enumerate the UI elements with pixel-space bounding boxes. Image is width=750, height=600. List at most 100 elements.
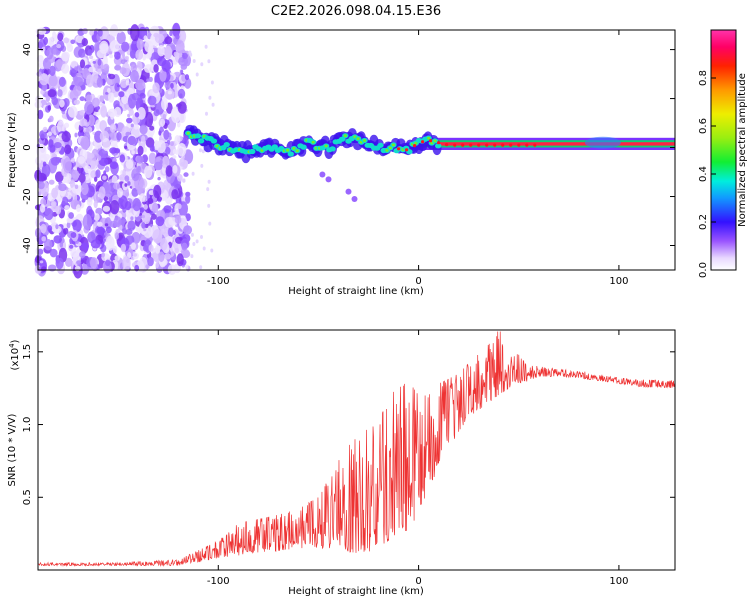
noise-blob	[42, 126, 48, 133]
x-tick-label: -100	[207, 576, 230, 587]
noise-blob	[148, 244, 154, 252]
noise-blob	[55, 171, 64, 183]
noise-blob	[39, 73, 49, 86]
heatmap-x-ticks: -100 0 100	[207, 30, 628, 287]
noise-blob	[104, 190, 113, 198]
noise-blob	[90, 239, 101, 249]
noise-blob	[143, 146, 147, 153]
noise-blob	[112, 245, 118, 254]
noise-blob	[43, 36, 48, 46]
noise-blob	[48, 115, 54, 123]
track-blob-core	[311, 140, 315, 144]
noise-blob	[149, 144, 155, 152]
noise-blob	[179, 119, 184, 123]
noise-blob	[164, 45, 173, 59]
noise-blob	[72, 219, 82, 233]
track-blob-mid	[194, 133, 202, 139]
noise-blob	[154, 33, 165, 44]
noise-blob	[147, 197, 154, 205]
noise-blob	[130, 64, 137, 72]
track-peak	[493, 143, 497, 147]
noise-blob	[138, 187, 144, 193]
band-halo	[584, 136, 621, 149]
track-blob-mid	[300, 144, 307, 150]
noise-blob	[48, 74, 58, 87]
track-peak	[461, 143, 465, 147]
noise-blob	[165, 165, 173, 177]
noise-blob	[62, 98, 70, 108]
noise-blob	[76, 204, 81, 213]
snr-x-ticks: -100 0 100	[207, 330, 628, 587]
noise-blob	[109, 54, 114, 59]
noise-blob	[178, 56, 189, 67]
noise-blob	[160, 238, 168, 251]
track-peak	[485, 143, 489, 147]
track-blob-mid	[377, 142, 384, 148]
noise-blob	[170, 203, 174, 207]
noise-blob	[97, 58, 102, 66]
noise-blob	[152, 229, 163, 244]
noise-blob	[177, 101, 187, 114]
noise-blob	[161, 60, 171, 72]
signal-track	[183, 124, 676, 202]
noise-blob	[108, 51, 113, 55]
noise-blob	[117, 187, 123, 198]
noise-blob	[189, 52, 193, 57]
noise-blob	[181, 242, 188, 251]
noise-blob	[127, 181, 131, 186]
noise-blob	[116, 84, 121, 88]
noise-blob	[114, 64, 122, 71]
noise-blob	[117, 28, 122, 34]
noise-blob	[142, 210, 151, 225]
noise-blob	[96, 221, 103, 227]
noise-blob	[94, 176, 98, 182]
y-tick-label: 0.5	[22, 489, 33, 505]
noise-blob	[134, 264, 140, 272]
noise-blob	[170, 82, 174, 89]
noise-blob	[145, 264, 150, 269]
noise-blob	[177, 203, 182, 209]
noise-blob	[207, 59, 211, 64]
noise-blob	[55, 59, 63, 69]
noise-blob	[56, 44, 62, 49]
noise-blob	[85, 127, 90, 133]
track-peak	[509, 143, 513, 147]
noise-blob	[96, 226, 105, 235]
noise-blob	[70, 68, 77, 78]
noise-blob	[49, 248, 58, 258]
snr-line-chart: -100 0 100 0.5 1.0 1.5 Height of straight li…	[7, 329, 676, 597]
noise-blob	[69, 180, 76, 189]
track-peak	[413, 144, 417, 148]
noise-blob	[208, 221, 212, 226]
noise-blob	[49, 144, 56, 153]
noise-blob	[124, 201, 132, 211]
noise-blob	[139, 92, 146, 99]
colorbar-tick-label: 0.6	[698, 118, 709, 134]
track-peak	[525, 143, 529, 147]
noise-blob	[86, 197, 93, 207]
noise-blob	[143, 35, 148, 41]
noise-blob	[205, 111, 208, 116]
noise-blob	[147, 95, 157, 106]
noise-blob	[87, 49, 93, 56]
noise-blob	[58, 197, 63, 202]
noise-blob	[49, 65, 56, 77]
noise-blob	[87, 152, 95, 159]
noise-blob	[200, 163, 204, 168]
track-blob-mid	[249, 148, 256, 155]
noise-blob	[101, 252, 105, 258]
noise-blob	[159, 68, 167, 82]
noise-blob	[104, 166, 110, 173]
track-blob-mid	[329, 146, 336, 152]
noise-blob	[114, 106, 122, 118]
noise-blob	[92, 60, 97, 64]
noise-blob	[122, 255, 131, 271]
noise-blob	[120, 59, 126, 65]
noise-blob	[124, 183, 128, 187]
y-tick-label: 20	[22, 92, 33, 105]
track-blob-mid	[223, 142, 230, 148]
noise-blob	[149, 125, 155, 131]
noise-blob	[195, 72, 199, 77]
noise-blob	[79, 251, 86, 259]
noise-blob	[80, 136, 90, 150]
